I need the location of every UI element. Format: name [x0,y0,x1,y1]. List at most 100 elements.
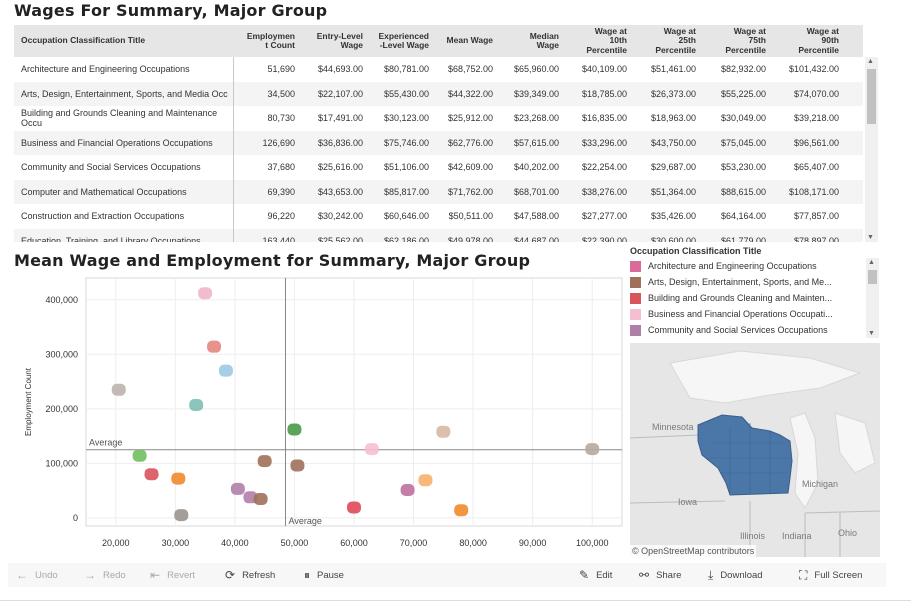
value-cell: $68,752.00 [447,64,493,75]
share-icon: ⚯ [639,568,650,582]
legend-scroll-thumb[interactable] [868,270,877,284]
y-tick-label: 100,000 [45,458,78,468]
scatter-point[interactable] [230,482,245,495]
table-row[interactable]: Building and Grounds Cleaning and Mainte… [14,106,863,131]
table-row[interactable]: Architecture and Engineering Occupations… [14,57,863,82]
column-header-label: Wage at 75th Percentile [725,25,766,55]
table-row[interactable]: Business and Financial Operations Occupa… [14,130,863,155]
redo-button[interactable]: → Redo [84,563,126,587]
column-header[interactable]: Wage at 90th Percentile [770,25,843,57]
scatter-point[interactable] [454,504,469,517]
map[interactable]: Minnesota Iowa Michigan Illinois Indiana… [630,343,880,557]
refresh-label: Refresh [242,569,276,581]
value-cell: $26,373.00 [650,88,696,99]
value-cell: 80,730 [267,113,295,124]
legend-item[interactable]: Arts, Design, Entertainment, Sports, and… [630,274,863,290]
map-svg [630,343,880,557]
legend-item[interactable]: Architecture and Engineering Occupations [630,258,863,274]
occupation-cell: Community and Social Services Occupation… [21,162,201,173]
scatter-point[interactable] [257,455,272,468]
legend-item[interactable]: Building and Grounds Cleaning and Mainte… [630,290,863,306]
value-cell: $47,588.00 [513,211,559,222]
undo-button[interactable]: ← Undo [16,563,58,587]
map-label-michigan: Michigan [802,479,839,489]
y-tick-label: 400,000 [45,295,78,305]
legend-item[interactable]: Business and Financial Operations Occupa… [630,306,863,322]
scroll-up-icon[interactable]: ▲ [867,58,874,65]
value-cell: $78,897.00 [793,235,839,242]
legend-label: Building and Grounds Cleaning and Mainte… [648,293,833,303]
table-row[interactable]: Computer and Mathematical Occupations 69,… [14,179,863,204]
scatter-point[interactable] [144,468,159,481]
scroll-down-icon[interactable]: ▼ [867,234,874,241]
share-button[interactable]: ⚯ Share [639,563,681,587]
scatter-point[interactable] [174,509,189,522]
edit-label: Edit [596,569,613,581]
scatter-point[interactable] [347,501,361,514]
value-cell: $53,230.00 [720,162,766,173]
legend-scroll-up-icon[interactable]: ▲ [868,259,875,266]
map-attribution[interactable]: © OpenStreetMap contributors [630,545,757,557]
legend-item[interactable]: Community and Social Services Occupation… [630,322,863,338]
scatter-point[interactable] [364,443,379,456]
table-row[interactable]: Arts, Design, Entertainment, Sports, and… [14,81,863,106]
table-row[interactable]: Construction and Extraction Occupations 9… [14,204,863,229]
redo-icon: → [84,568,96,582]
value-cell: $30,600.00 [650,235,696,242]
column-header-label: Wage at 90th Percentile [798,25,839,55]
column-header[interactable]: Wage at 10th Percentile [563,25,631,57]
value-cell: 69,390 [267,186,295,197]
column-header[interactable]: Wage at 75th Percentile [700,25,770,57]
scatter-point[interactable] [400,484,415,497]
column-header[interactable]: Wage at 25th Percentile [631,25,700,57]
column-header[interactable]: Employmen t Count [233,25,299,57]
download-button[interactable]: ⤓ Download [708,563,763,587]
legend-scroll-down-icon[interactable]: ▼ [868,330,875,337]
redo-label: Redo [103,569,126,581]
column-header-label: Occupation Classification Title [21,35,146,46]
scatter-point[interactable] [132,449,147,462]
value-cell: $18,785.00 [581,88,627,99]
table-row[interactable]: Community and Social Services Occupation… [14,155,863,180]
x-tick-label: 100,000 [576,538,609,548]
revert-button[interactable]: ⇤ Revert [150,563,195,587]
legend-label: Arts, Design, Entertainment, Sports, and… [648,277,832,287]
column-header[interactable]: Occupation Classification Title [14,25,233,57]
refresh-button[interactable]: ⟳ Refresh [225,563,275,587]
x-tick-label: 20,000 [102,538,130,548]
column-header[interactable]: Mean Wage [433,25,497,57]
value-cell: $82,932.00 [720,64,766,75]
scatter-point[interactable] [198,287,213,300]
scatter-point[interactable] [171,472,186,485]
scatter-point[interactable] [218,364,233,377]
table-header: Occupation Classification Title Employmen… [14,25,863,57]
column-header[interactable]: Median Wage [497,25,563,57]
legend-scrollbar[interactable]: ▲ ▼ [866,258,879,338]
scatter-point[interactable] [418,474,433,487]
scatter-point[interactable] [287,423,302,436]
scatter-point[interactable] [189,398,204,411]
table-scroll-thumb[interactable] [867,69,876,124]
wisconsin-shape[interactable] [697,414,793,496]
scatter-point[interactable] [585,443,600,456]
scatter-point[interactable] [436,425,451,438]
edit-button[interactable]: ✎ Edit [579,563,612,587]
value-cell: $44,322.00 [447,88,493,99]
value-cell: $27,277.00 [581,211,627,222]
column-header-label: Median Wage [529,30,559,50]
value-cell: $62,776.00 [447,137,493,148]
pause-button[interactable]: ⏸ Pause [304,563,344,587]
scatter-point[interactable] [207,340,222,353]
column-header[interactable]: Entry-Level Wage [299,25,367,57]
table-scrollbar[interactable]: ▲ ▼ [865,57,878,242]
legend-swatch [630,324,641,336]
scatter-point[interactable] [253,493,268,506]
column-header[interactable]: Experienced -Level Wage [367,25,433,57]
column-header-label: Employmen t Count [246,30,295,50]
scatter-point[interactable] [111,383,126,396]
scatter-point[interactable] [290,459,305,472]
value-cell: $29,687.00 [650,162,696,173]
table-row[interactable]: Education, Training, and Library Occupat… [14,228,863,242]
wages-table: Occupation Classification Title Employmen… [14,25,879,242]
fullscreen-button[interactable]: ⛶ Full Screen [799,563,862,587]
